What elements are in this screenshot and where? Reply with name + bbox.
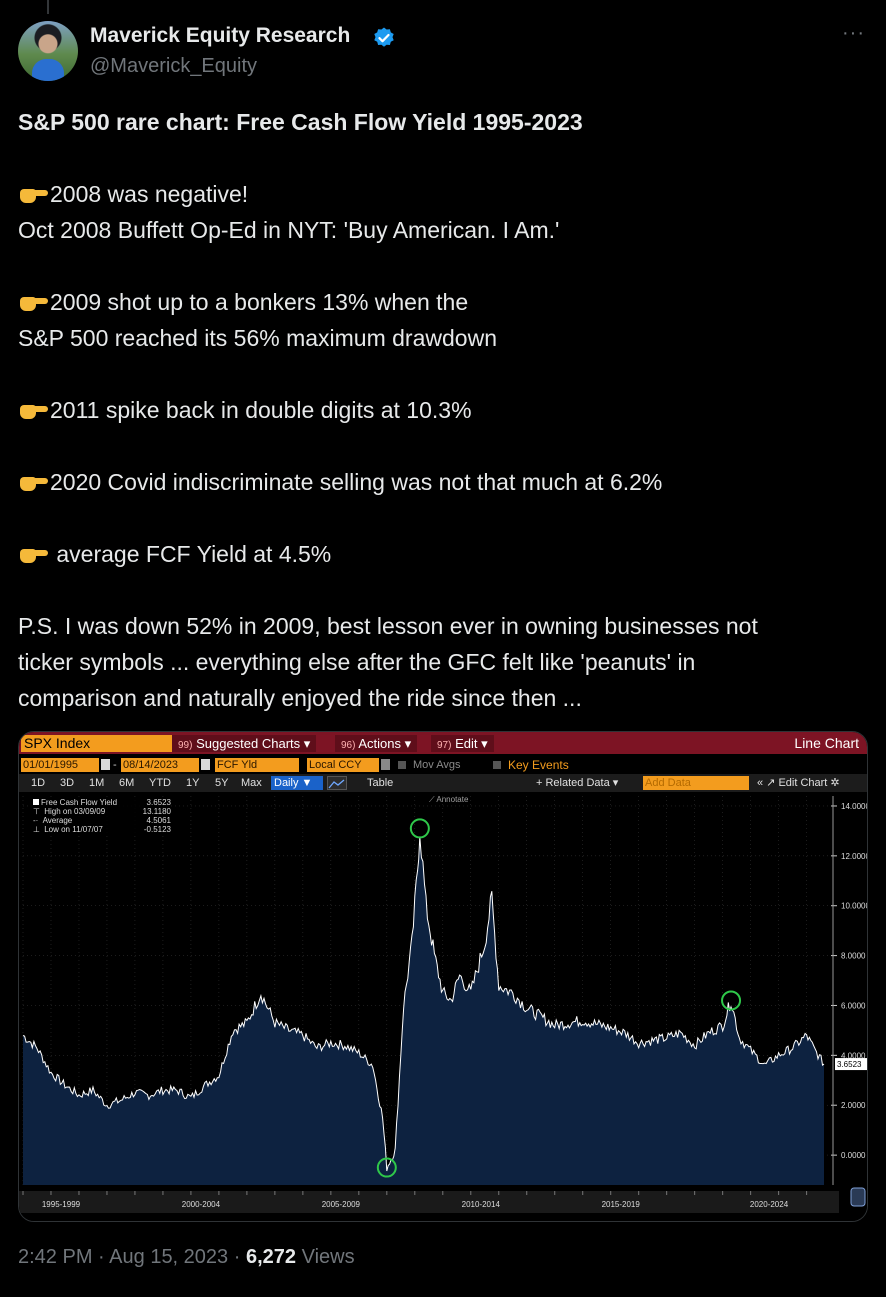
menu-suggested-charts: 99) Suggested Charts ▾ [172, 735, 317, 752]
x-tick-label: 2020-2024 [750, 1200, 789, 1209]
tweet-line: P.S. I was down 52% in 2009, best lesson… [18, 613, 758, 639]
y-tick-label: 0.0000 [841, 1151, 866, 1160]
related-data-label: + Related Data ▾ [536, 777, 619, 789]
fcf-yield-chart: 14.0000 12.0000 10.0000 8.0000 6.0000 4.0000 2… [19, 792, 868, 1221]
tweet-date[interactable]: Aug 15, 2023 [109, 1246, 229, 1268]
avatar[interactable] [18, 21, 78, 81]
currency-selector: Local CCY [307, 758, 379, 772]
x-tick-label: 2015-2019 [602, 1200, 641, 1209]
tweet-line: 2009 shot up to a bonkers 13% when the [50, 289, 469, 315]
avatar-figure [32, 59, 64, 81]
author-display-name[interactable]: Maverick Equity Research [90, 24, 351, 47]
verified-badge-icon[interactable] [372, 26, 396, 50]
author-handle[interactable]: @Maverick_Equity [90, 55, 258, 77]
end-date-field: 08/14/2023 [121, 758, 199, 772]
more-horizontal-icon[interactable]: ··· [842, 22, 865, 44]
x-tick-label: 2005-2009 [322, 1200, 361, 1209]
legend-row: Free Cash Flow Yield 3.6523 [31, 798, 171, 807]
pointing-hand-icon [18, 543, 48, 565]
tweet-text: S&P 500 rare chart: Free Cash Flow Yield… [18, 104, 874, 716]
date-separator: - [113, 759, 117, 771]
mov-avgs-label: Mov Avgs [413, 759, 461, 771]
edit-chart-label: « ↗ Edit Chart ✲ [757, 777, 840, 789]
field-selector: FCF Yld [215, 758, 299, 772]
calendar-icon [101, 759, 110, 770]
views-count: 6,272 [245, 1246, 297, 1268]
range-5y: 5Y [215, 777, 229, 789]
last-value-label: 3.6523 [837, 1060, 862, 1069]
legend-row: -· Average 4.5061 [33, 816, 171, 825]
series-line [22, 836, 825, 1172]
legend-row: ⊥ Low on 11/07/07 -0.5123 [33, 825, 171, 834]
tweet-time[interactable]: 2:42 PM [18, 1246, 93, 1268]
range-ytd: YTD [149, 777, 171, 789]
menu-edit: 97) Edit ▾ [431, 735, 494, 752]
highlight-marker [376, 1157, 397, 1178]
y-tick-label: 8.0000 [841, 952, 866, 961]
tweet-line: Oct 2008 Buffett Op-Ed in NYT: 'Buy Amer… [18, 217, 560, 243]
x-tick-label: 2010-2014 [462, 1200, 501, 1209]
key-events-label: Key Events [508, 758, 569, 772]
ticker-field: SPX Index [21, 735, 187, 752]
menu-actions: 96) Actions ▾ [335, 735, 418, 752]
tweet-line: 2020 Covid indiscriminate selling was no… [50, 469, 663, 495]
bloomberg-range-row: 1D 3D 1M 6M YTD 1Y 5Y Max Daily ▼ Table … [19, 774, 867, 792]
pointing-hand-icon [18, 291, 48, 313]
tweet-line: 2008 was negative! [50, 181, 249, 207]
chart-image[interactable]: SPX Index 99) Suggested Charts ▾ 96) Act… [18, 731, 868, 1222]
tweet-line: comparison and naturally enjoyed the rid… [18, 685, 582, 711]
highlight-marker [409, 818, 430, 839]
pointing-hand-icon [18, 399, 48, 421]
start-date-field: 01/01/1995 [21, 758, 99, 772]
tweet-line: average FCF Yield at 4.5% [50, 541, 332, 567]
chart-type-label: Line Chart [794, 735, 859, 751]
separator-dot: · [233, 1246, 241, 1268]
y-tick-label: 12.0000 [841, 852, 868, 861]
last-value-tag [835, 1058, 867, 1071]
tweet-timestamp-row: 2:42 PM · Aug 15, 2023 · 6,272 Views [18, 1246, 355, 1269]
y-tick-label: 10.0000 [841, 902, 868, 911]
bloomberg-title-bar: SPX Index 99) Suggested Charts ▾ 96) Act… [19, 732, 867, 754]
pointing-hand-icon [18, 183, 48, 205]
x-tick-label: 1995-1999 [42, 1200, 81, 1209]
views-label: Views [301, 1246, 355, 1268]
bloomberg-params-row: 01/01/1995 - 08/14/2023 FCF Yld Local CC… [19, 755, 867, 773]
periodicity-selector: Daily ▼ [271, 776, 323, 790]
highlight-marker [721, 990, 742, 1011]
range-1y: 1Y [186, 777, 200, 789]
pointing-hand-icon [18, 471, 48, 493]
checkbox-icon [398, 761, 406, 769]
range-1m: 1M [89, 777, 105, 789]
y-tick-label: 4.0000 [841, 1051, 866, 1060]
annotate-label: ⟋ Annotate [429, 795, 469, 804]
chart-style-icon [327, 776, 347, 790]
table-label: Table [367, 777, 394, 789]
range-1d: 1D [31, 777, 46, 789]
y-tick-label: 2.0000 [841, 1101, 866, 1110]
y-tick-label: 6.0000 [841, 1001, 866, 1010]
tweet-title: S&P 500 rare chart: Free Cash Flow Yield… [18, 109, 583, 135]
range-3d: 3D [60, 777, 75, 789]
separator-dot: · [98, 1246, 105, 1268]
scroll-icon [850, 1187, 866, 1207]
series-area [23, 836, 824, 1185]
x-tick-label: 2000-2004 [182, 1200, 221, 1209]
add-data-field: Add Data [643, 776, 749, 790]
tweet-line: ticker symbols ... everything else after… [18, 649, 696, 675]
legend-row: ⊤ High on 03/09/09 13.1180 [33, 807, 171, 816]
range-max: Max [241, 777, 262, 789]
y-tick-label: 14.0000 [841, 802, 868, 811]
chart-legend: Free Cash Flow Yield 3.6523 ⊤ High on 03/… [31, 798, 171, 834]
dropdown-icon [381, 759, 390, 770]
tweet-line: S&P 500 reached its 56% maximum drawdown [18, 325, 497, 351]
calendar-icon [201, 759, 210, 770]
checkbox-icon [493, 761, 501, 769]
thread-connector-line [47, 0, 49, 14]
range-6m: 6M [119, 777, 135, 789]
tweet-line: 2011 spike back in double digits at 10.3… [50, 397, 472, 423]
x-axis-band [19, 1191, 839, 1213]
